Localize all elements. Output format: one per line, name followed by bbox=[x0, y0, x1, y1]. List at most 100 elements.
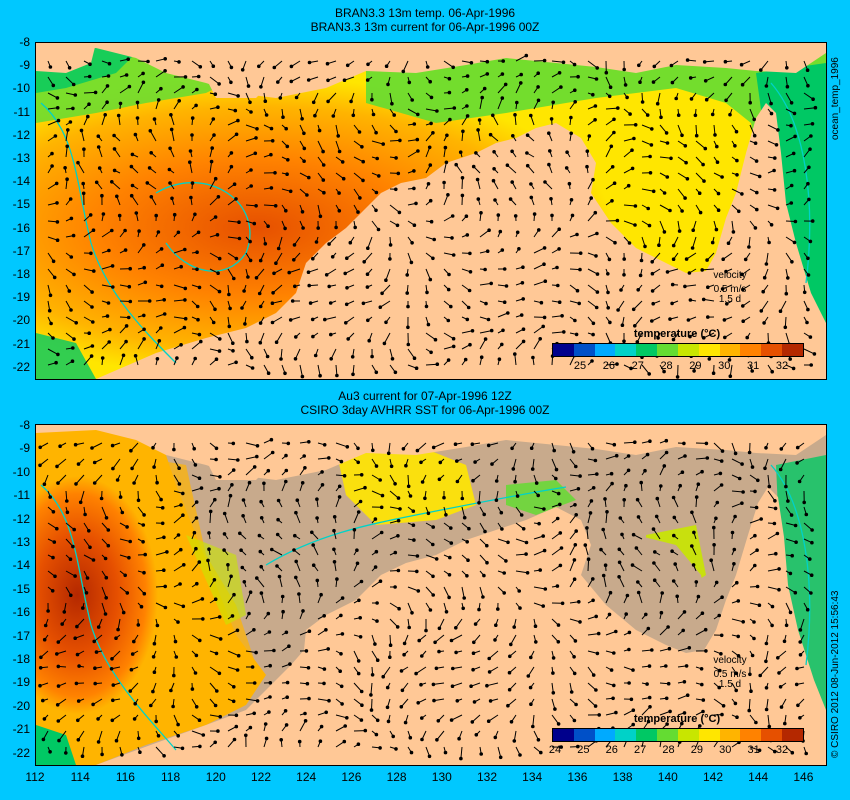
current-vector-head bbox=[586, 557, 591, 561]
current-vector-head bbox=[719, 652, 723, 656]
current-vector-head bbox=[386, 719, 391, 724]
current-vector-head bbox=[65, 510, 70, 515]
current-vector-head bbox=[686, 318, 691, 322]
current-vector bbox=[667, 268, 679, 273]
bottom-colorbar-tick: 31 bbox=[747, 744, 760, 756]
bottom-y-tick: -8 bbox=[19, 418, 30, 432]
current-vector-head bbox=[792, 240, 797, 245]
current-vector-head bbox=[88, 62, 92, 67]
current-vector-head bbox=[447, 573, 452, 577]
current-vector-head bbox=[58, 444, 62, 449]
current-vector-head bbox=[193, 671, 198, 675]
current-vector-head bbox=[673, 562, 678, 566]
current-vector-head bbox=[112, 133, 116, 138]
current-vector-head bbox=[85, 576, 90, 580]
current-vector-head bbox=[612, 117, 616, 122]
bottom-y-tick: -22 bbox=[12, 745, 30, 760]
current-vector bbox=[587, 284, 598, 293]
current-vector-head bbox=[247, 611, 251, 616]
current-vector-head bbox=[672, 533, 676, 538]
x-tick: 124 bbox=[296, 770, 317, 784]
current-vector-head bbox=[398, 138, 402, 143]
current-vector-head bbox=[626, 454, 631, 458]
current-vector-head bbox=[216, 271, 220, 275]
current-vector-head bbox=[624, 483, 628, 488]
current-vector-head bbox=[332, 515, 337, 519]
x-tick: 142 bbox=[702, 770, 724, 784]
current-vector bbox=[488, 650, 499, 659]
current-vector-head bbox=[111, 466, 115, 471]
current-vector-head bbox=[536, 71, 541, 76]
current-vector bbox=[478, 490, 481, 503]
current-vector-head bbox=[172, 673, 176, 678]
current-vector-head bbox=[196, 230, 201, 235]
current-vector-head bbox=[408, 494, 413, 498]
current-vector-head bbox=[254, 204, 258, 208]
current-vector-head bbox=[302, 131, 306, 136]
current-vector-head bbox=[631, 722, 636, 727]
current-vector-head bbox=[213, 92, 218, 97]
current-vector bbox=[677, 124, 683, 136]
current-vector-head bbox=[311, 100, 316, 105]
top-map-panel[interactable] bbox=[35, 42, 827, 380]
current-vector-head bbox=[386, 82, 390, 87]
current-vector-head bbox=[200, 597, 205, 601]
current-vector-head bbox=[103, 612, 108, 616]
bottom-map-svg bbox=[36, 425, 826, 765]
current-vector-head bbox=[177, 466, 181, 471]
current-vector-head bbox=[649, 143, 654, 147]
current-vector-head bbox=[498, 229, 503, 234]
current-vector bbox=[173, 564, 185, 572]
current-vector-head bbox=[389, 464, 394, 469]
current-vector-head bbox=[425, 65, 430, 69]
bottom-colorbar-tick: 32 bbox=[775, 744, 789, 756]
current-vector-head bbox=[466, 305, 471, 310]
current-vector-head bbox=[809, 134, 813, 138]
current-vector-head bbox=[231, 468, 236, 472]
current-vector-head bbox=[479, 211, 483, 215]
current-vector-head bbox=[194, 546, 198, 551]
current-vector-head bbox=[276, 80, 280, 84]
current-vector-head bbox=[167, 167, 172, 172]
current-vector bbox=[587, 300, 597, 308]
current-vector-head bbox=[94, 180, 99, 185]
current-vector-head bbox=[132, 639, 136, 644]
current-vector bbox=[299, 364, 303, 377]
current-vector-head bbox=[808, 147, 812, 151]
current-vector-head bbox=[395, 223, 400, 228]
current-vector-head bbox=[574, 529, 579, 533]
current-vector-head bbox=[431, 256, 435, 261]
current-vector-head bbox=[443, 750, 448, 755]
current-vector-head bbox=[736, 634, 741, 639]
current-vector-head bbox=[307, 629, 312, 633]
current-vector-head bbox=[740, 82, 745, 87]
current-vector-head bbox=[569, 131, 574, 136]
current-vector-head bbox=[371, 448, 375, 453]
current-vector-head bbox=[50, 589, 55, 593]
current-vector-head bbox=[485, 543, 489, 548]
current-vector-head bbox=[777, 567, 781, 571]
current-vector-head bbox=[796, 703, 800, 708]
current-vector-head bbox=[462, 515, 467, 520]
current-vector-head bbox=[542, 548, 547, 553]
bottom-y-tick: -14 bbox=[12, 558, 30, 573]
current-vector-head bbox=[338, 669, 343, 673]
current-vector-head bbox=[197, 476, 202, 481]
current-vector-head bbox=[43, 623, 48, 628]
current-vector-head bbox=[578, 251, 583, 255]
current-vector-head bbox=[784, 291, 789, 296]
current-vector-head bbox=[530, 467, 535, 471]
current-vector-head bbox=[753, 141, 758, 145]
current-vector-head bbox=[593, 704, 598, 708]
current-vector-head bbox=[690, 510, 694, 515]
current-vector-head bbox=[120, 753, 124, 757]
bottom-y-tick: -9 bbox=[19, 441, 30, 456]
current-vector-head bbox=[235, 628, 240, 633]
current-vector-head bbox=[595, 651, 600, 656]
bottom-map-panel[interactable] bbox=[35, 424, 827, 766]
current-vector-head bbox=[215, 689, 219, 693]
current-vector-head bbox=[648, 705, 652, 709]
current-vector bbox=[112, 458, 121, 469]
current-vector bbox=[799, 618, 805, 631]
current-vector-head bbox=[378, 579, 383, 583]
